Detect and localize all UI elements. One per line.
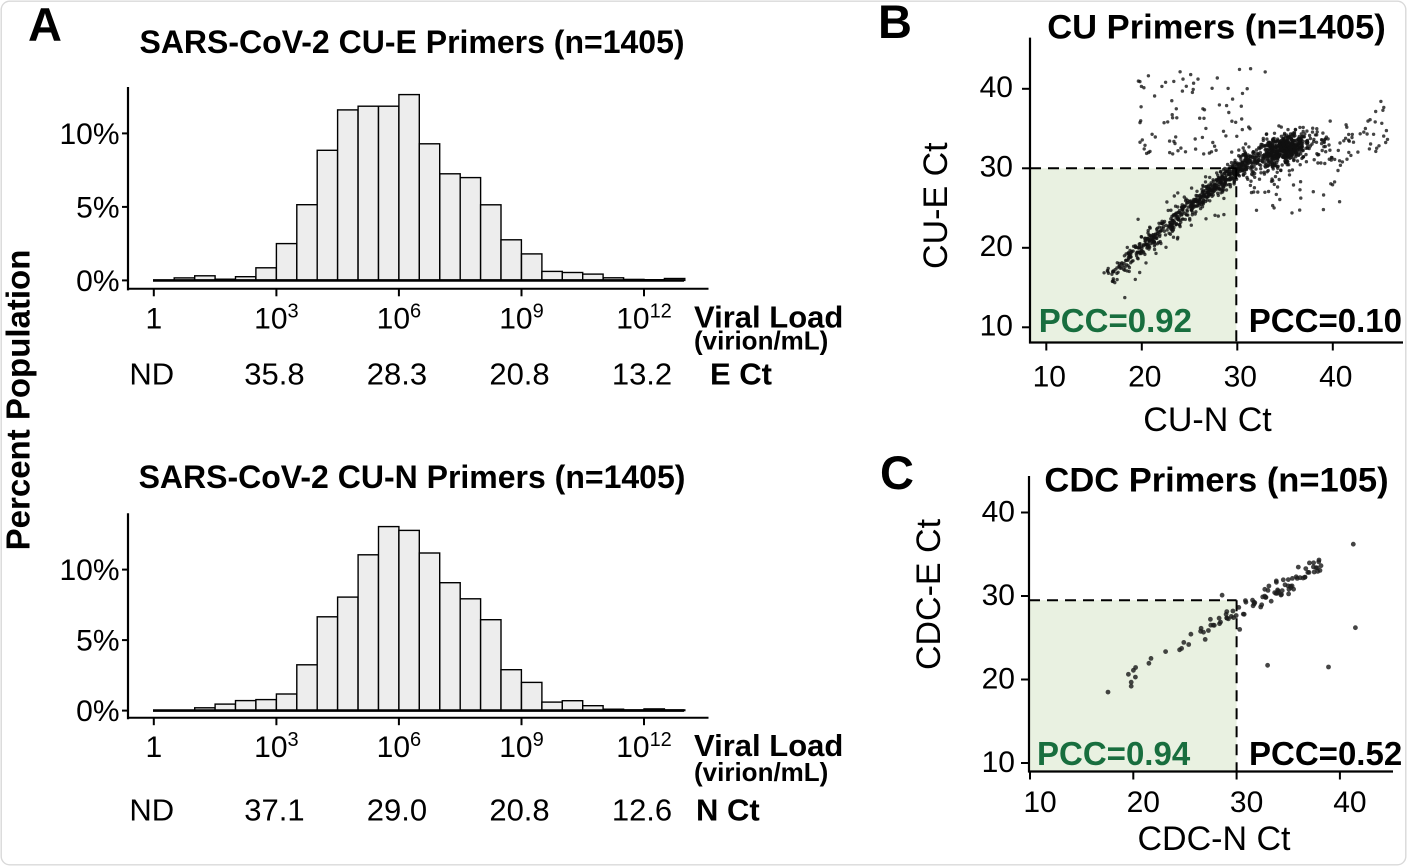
svg-text:E Ct: E Ct xyxy=(710,357,772,392)
svg-text:1: 1 xyxy=(145,303,162,336)
svg-text:Viral Load: Viral Load xyxy=(694,300,843,335)
svg-text:40: 40 xyxy=(1319,361,1352,394)
svg-text:0%: 0% xyxy=(76,265,119,298)
svg-text:10: 10 xyxy=(982,746,1015,779)
svg-text:13.2: 13.2 xyxy=(612,357,672,392)
svg-text:CU Primers (n=1405): CU Primers (n=1405) xyxy=(1047,9,1385,47)
svg-text:20: 20 xyxy=(980,230,1013,263)
svg-text:28.3: 28.3 xyxy=(367,357,427,392)
svg-text:10: 10 xyxy=(980,309,1013,342)
svg-text:PCC=0.92: PCC=0.92 xyxy=(1039,302,1192,339)
svg-text:ND: ND xyxy=(129,793,174,828)
svg-text:35.8: 35.8 xyxy=(244,357,304,392)
svg-text:SARS-CoV-2 CU-E Primers (n=140: SARS-CoV-2 CU-E Primers (n=1405) xyxy=(139,24,684,60)
svg-text:1: 1 xyxy=(145,731,162,764)
svg-text:CDC-E Ct: CDC-E Ct xyxy=(910,518,948,670)
svg-text:20: 20 xyxy=(1128,361,1161,394)
svg-text:CDC Primers (n=105): CDC Primers (n=105) xyxy=(1044,462,1388,500)
svg-text:10%: 10% xyxy=(59,118,119,151)
svg-text:29.0: 29.0 xyxy=(367,793,427,828)
svg-text:30: 30 xyxy=(1224,361,1257,394)
svg-text:C: C xyxy=(880,446,914,499)
svg-text:CU-N Ct: CU-N Ct xyxy=(1143,401,1272,439)
svg-text:12.6: 12.6 xyxy=(612,793,672,828)
svg-text:PCC=0.52: PCC=0.52 xyxy=(1249,735,1402,772)
svg-text:CU-E Ct: CU-E Ct xyxy=(917,142,955,269)
svg-text:5%: 5% xyxy=(76,625,119,658)
svg-text:30: 30 xyxy=(980,150,1013,183)
svg-text:SARS-CoV-2 CU-N Primers (n=140: SARS-CoV-2 CU-N Primers (n=1405) xyxy=(139,459,686,495)
svg-text:37.1: 37.1 xyxy=(244,793,304,828)
svg-text:0%: 0% xyxy=(76,695,119,728)
svg-text:40: 40 xyxy=(980,71,1013,104)
svg-text:A: A xyxy=(28,0,62,51)
svg-text:30: 30 xyxy=(1230,786,1263,819)
svg-text:PCC=0.94: PCC=0.94 xyxy=(1037,735,1191,772)
svg-text:(virion/mL): (virion/mL) xyxy=(694,326,828,356)
svg-text:B: B xyxy=(878,0,912,48)
svg-text:10: 10 xyxy=(1033,361,1066,394)
svg-text:PCC=0.10: PCC=0.10 xyxy=(1249,302,1402,339)
svg-text:40: 40 xyxy=(1333,786,1366,819)
svg-text:20: 20 xyxy=(982,663,1015,696)
svg-text:10: 10 xyxy=(1023,786,1056,819)
svg-text:5%: 5% xyxy=(76,191,119,224)
svg-text:20: 20 xyxy=(1127,786,1160,819)
svg-text:Viral Load: Viral Load xyxy=(694,728,843,763)
svg-text:N Ct: N Ct xyxy=(696,793,760,828)
svg-text:1012: 1012 xyxy=(616,729,672,764)
svg-text:40: 40 xyxy=(982,496,1015,529)
svg-text:109: 109 xyxy=(499,729,544,764)
svg-text:20.8: 20.8 xyxy=(489,793,549,828)
svg-text:ND: ND xyxy=(129,357,174,392)
svg-text:10%: 10% xyxy=(59,554,119,587)
svg-text:30: 30 xyxy=(982,579,1015,612)
svg-text:CDC-N Ct: CDC-N Ct xyxy=(1138,820,1292,858)
svg-text:Percent Population: Percent Population xyxy=(0,250,37,551)
svg-text:20.8: 20.8 xyxy=(489,357,549,392)
svg-text:(virion/mL): (virion/mL) xyxy=(694,757,828,787)
